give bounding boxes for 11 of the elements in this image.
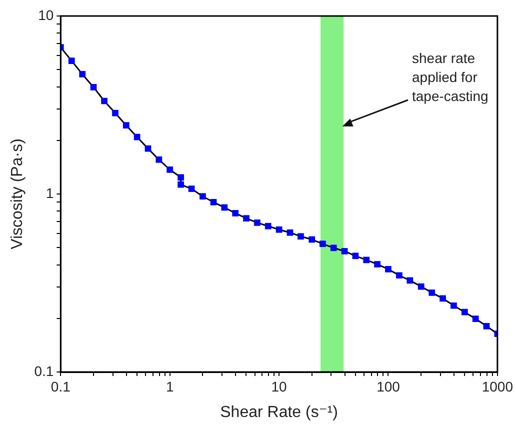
y-axis-title: Viscosity (Pa·s) [9,138,26,250]
x-tick-label: 0.1 [50,378,71,394]
x-tick-label: 10 [271,378,288,394]
x-tick-label: 1 [166,378,174,394]
y-tick-label: 0.1 [34,362,54,379]
x-tick-label: 1000 [482,378,514,394]
y-tick-label: 1 [46,184,54,201]
x-tick-label: 100 [376,378,400,394]
annotation: shear rate applied for tape-casting [412,50,488,104]
y-tick-label: 10 [38,6,54,23]
x-axis-title: Shear Rate (s⁻¹) [220,404,338,421]
